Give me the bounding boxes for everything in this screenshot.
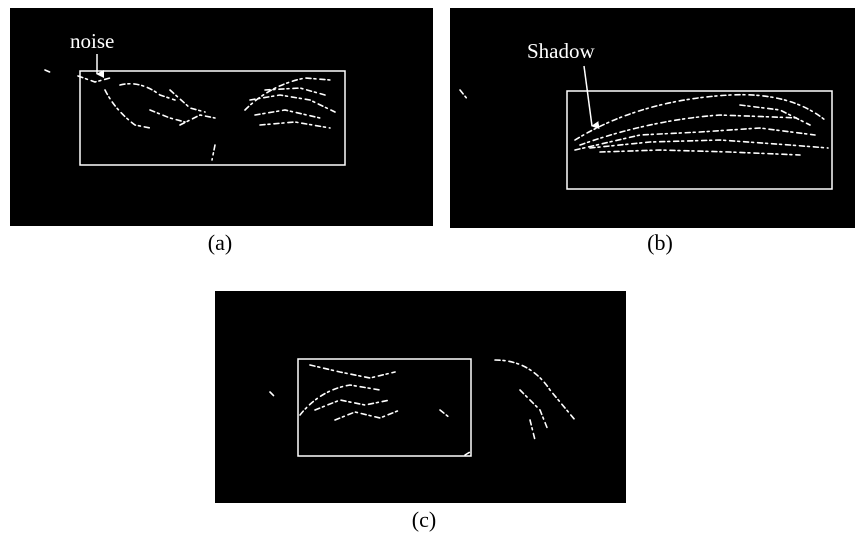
figure: noise (a) Shadow (b) (0, 0, 863, 537)
panel-background (215, 291, 626, 503)
panel-a: noise (a) (10, 8, 433, 255)
panel-label: (a) (208, 230, 232, 255)
panel-label: (b) (647, 230, 673, 255)
panel-label: (c) (412, 507, 436, 532)
panel-b: Shadow (b) (450, 8, 855, 255)
annotation: Shadow (527, 39, 596, 63)
annotation: noise (70, 29, 114, 53)
panel-c: (c) (215, 291, 626, 532)
